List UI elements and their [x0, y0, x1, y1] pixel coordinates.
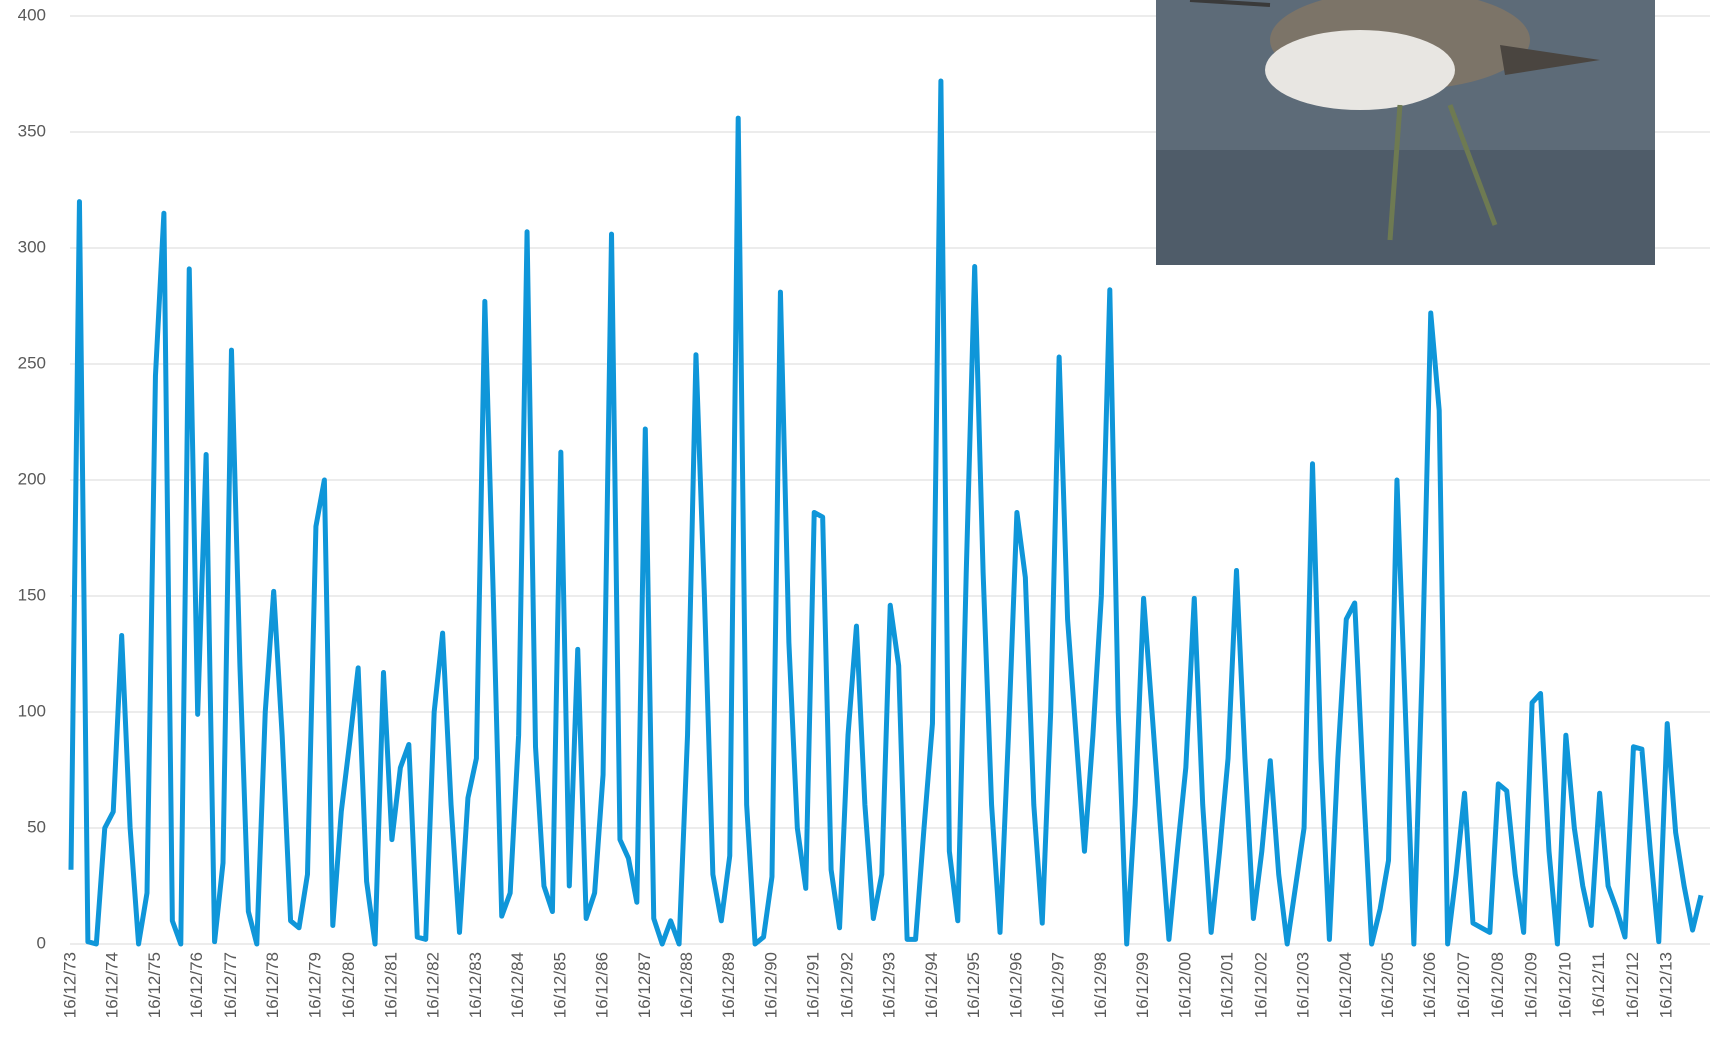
x-tick-label: 16/12/89 [719, 952, 738, 1018]
bird-photo [1156, 0, 1655, 265]
x-tick-label: 16/12/91 [804, 952, 823, 1018]
x-tick-label: 16/12/74 [103, 952, 122, 1018]
x-tick-label: 16/12/93 [880, 952, 899, 1018]
x-tick-label: 16/12/76 [187, 952, 206, 1018]
x-tick-label: 16/12/88 [677, 952, 696, 1018]
x-tick-label: 16/12/85 [550, 952, 569, 1018]
y-tick-label: 300 [18, 237, 46, 256]
data-line [68, 78, 1704, 947]
x-tick-label: 16/12/73 [60, 952, 79, 1018]
x-tick-label: 16/12/77 [221, 952, 240, 1018]
x-tick-label: 16/12/00 [1175, 952, 1194, 1018]
y-tick-label: 100 [18, 701, 46, 720]
x-tick-label: 16/12/98 [1091, 952, 1110, 1018]
x-tick-label: 16/12/04 [1336, 952, 1355, 1018]
x-tick-label: 16/12/97 [1049, 952, 1068, 1018]
x-tick-label: 16/12/83 [466, 952, 485, 1018]
x-tick-label: 16/12/11 [1589, 952, 1608, 1017]
y-tick-label: 400 [18, 5, 46, 24]
x-tick-label: 16/12/78 [263, 952, 282, 1018]
x-tick-label: 16/12/02 [1251, 952, 1270, 1018]
x-tick-label: 16/12/92 [837, 952, 856, 1018]
x-tick-label: 16/12/87 [635, 952, 654, 1018]
y-tick-label: 50 [27, 817, 46, 836]
x-tick-label: 16/12/75 [145, 952, 164, 1018]
x-tick-label: 16/12/90 [761, 952, 780, 1018]
y-tick-label: 250 [18, 353, 46, 372]
x-tick-label: 16/12/03 [1294, 952, 1313, 1018]
x-tick-label: 16/12/86 [593, 952, 612, 1018]
x-tick-label: 16/12/95 [964, 952, 983, 1018]
y-tick-label: 200 [18, 469, 46, 488]
y-tick-label: 350 [18, 121, 46, 140]
x-tick-label: 16/12/01 [1218, 952, 1237, 1018]
x-tick-label: 16/12/79 [305, 952, 324, 1018]
x-tick-label: 16/12/09 [1522, 952, 1541, 1018]
y-tick-label: 0 [37, 933, 46, 952]
y-tick-label: 150 [18, 585, 46, 604]
x-tick-label: 16/12/10 [1555, 952, 1574, 1018]
x-tick-label: 16/12/06 [1420, 952, 1439, 1018]
x-tick-label: 16/12/13 [1657, 952, 1676, 1018]
x-tick-label: 16/12/07 [1454, 952, 1473, 1018]
x-tick-label: 16/12/08 [1488, 952, 1507, 1018]
x-tick-label: 16/12/80 [339, 952, 358, 1018]
x-tick-label: 16/12/94 [922, 952, 941, 1018]
x-tick-label: 16/12/05 [1378, 952, 1397, 1018]
x-tick-label: 16/12/81 [381, 952, 400, 1018]
x-tick-label: 16/12/82 [424, 952, 443, 1018]
x-tick-label: 16/12/84 [508, 952, 527, 1018]
x-tick-label: 16/12/96 [1006, 952, 1025, 1018]
x-tick-label: 16/12/99 [1133, 952, 1152, 1018]
x-tick-label: 16/12/12 [1623, 952, 1642, 1018]
